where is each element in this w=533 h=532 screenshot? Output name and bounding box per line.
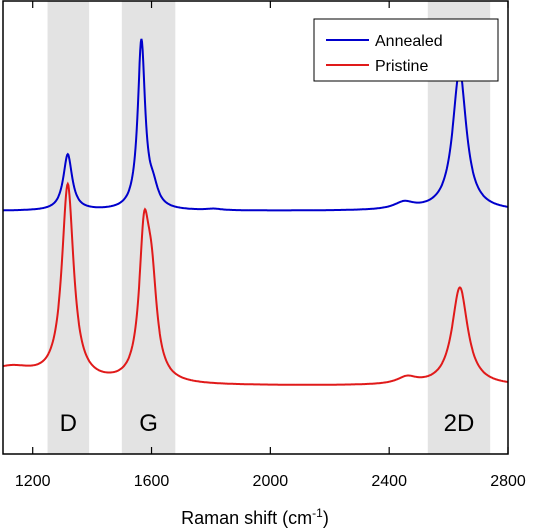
band-label-g: G	[139, 410, 158, 437]
x-tick-label: 2800	[490, 473, 526, 490]
plot-frame	[2, 0, 509, 455]
band-label-d: D	[60, 410, 77, 437]
band-label-2d: 2D	[444, 410, 475, 437]
legend-box	[313, 18, 499, 82]
x-tick-label: 2000	[253, 473, 289, 490]
x-tick-label: 2400	[371, 473, 407, 490]
x-tick-label: 1600	[134, 473, 170, 490]
series-line-annealed	[3, 38, 509, 212]
x-axis-title: Raman shift (cm-1)	[181, 506, 329, 528]
x-tick-label: 1200	[15, 473, 51, 490]
legend-label-pristine: Pristine	[375, 58, 428, 75]
legend-label-annealed: Annealed	[375, 33, 443, 50]
legend: Annealed Pristine	[313, 18, 499, 82]
ticks-layer: 1200 1600 2000 2400 2800	[15, 1, 526, 490]
series-line-pristine	[2, 181, 509, 386]
band-d	[47, 1, 90, 454]
series-layer	[2, 38, 509, 386]
